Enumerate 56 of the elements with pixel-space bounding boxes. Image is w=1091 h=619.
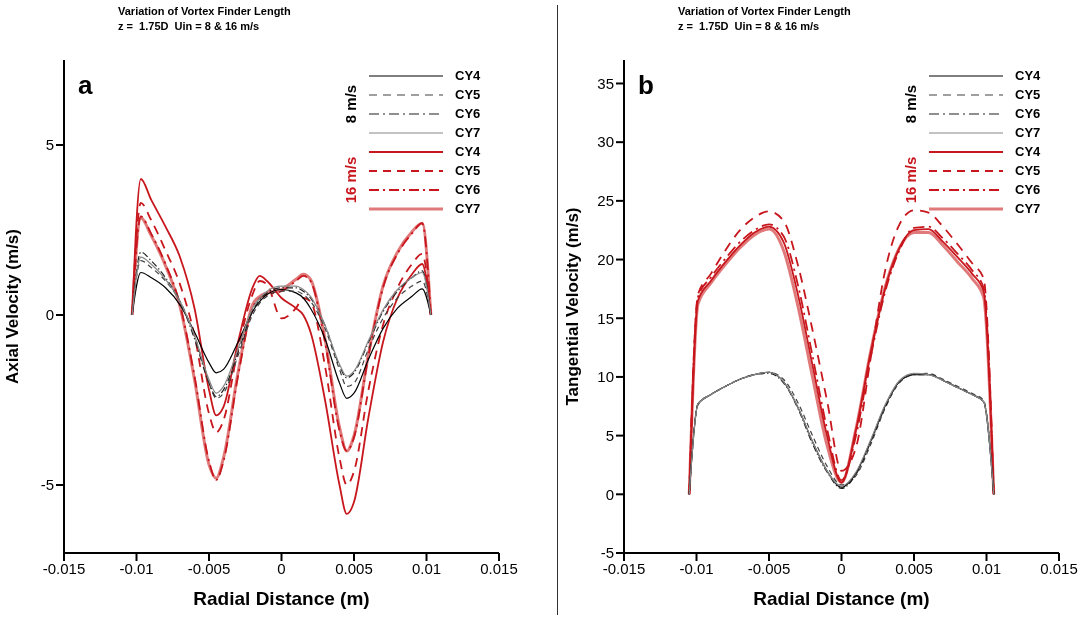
x-tick-label: -0.005 <box>187 559 231 577</box>
x-tick-label: 0.01 <box>971 559 1002 577</box>
x-tick-label: 0 <box>837 559 846 577</box>
annotation: 16 m/s <box>341 156 359 204</box>
annotation: 8 m/s <box>341 84 359 124</box>
x-tick-label: 0.01 <box>411 559 442 577</box>
chart-subtitle: z = 1.75D Uin = 8 & 16 m/s <box>118 19 261 34</box>
y-tick-label: 20 <box>597 250 614 268</box>
text: CY6 <box>1015 106 1041 121</box>
text: CY5 <box>1015 163 1041 178</box>
x-tick-label: 0.005 <box>895 559 933 577</box>
y-tick-label: 10 <box>597 368 614 386</box>
text: CY4 <box>455 144 481 159</box>
text: CY6 <box>455 106 481 121</box>
x-tick-label: 0 <box>277 559 286 577</box>
y-tick-label: 0 <box>45 306 54 324</box>
annotation: 16 m/s <box>901 156 919 204</box>
text: CY6 <box>455 182 481 197</box>
text: CY6 <box>1015 182 1041 197</box>
text: CY7 <box>455 125 481 140</box>
text: CY5 <box>455 87 481 102</box>
text: CY4 <box>1015 68 1041 83</box>
x-tick-label: 0.005 <box>335 559 373 577</box>
x-tick-label: -0.01 <box>119 559 154 577</box>
text: CY5 <box>455 163 481 178</box>
y-tick-label: 30 <box>597 133 614 151</box>
x-tick-label: -0.015 <box>42 559 86 577</box>
y-axis-title: Tangential Velocity (m/s) <box>563 207 583 406</box>
annotation: b <box>638 70 654 101</box>
chart-title: Variation of Vortex Finder Length <box>678 4 851 19</box>
y-tick-label: 0 <box>605 485 614 503</box>
y-tick-label: 5 <box>605 426 614 444</box>
text: CY7 <box>1015 125 1041 140</box>
y-axis-title: Axial Velocity (m/s) <box>3 229 23 384</box>
x-axis-title: Radial Distance (m) <box>753 588 930 609</box>
chart-title: Variation of Vortex Finder Length <box>118 4 291 19</box>
y-tick-label: -5 <box>600 544 614 562</box>
x-axis-title: Radial Distance (m) <box>193 588 370 609</box>
x-tick-label: -0.015 <box>602 559 646 577</box>
y-tick-label: 5 <box>45 136 54 154</box>
annotation: a <box>78 70 93 101</box>
y-tick-label: -5 <box>40 476 54 494</box>
y-tick-label: 35 <box>597 74 614 92</box>
text: CY4 <box>455 68 481 83</box>
x-tick-label: -0.005 <box>747 559 791 577</box>
y-tick-label: 25 <box>597 192 614 210</box>
chart-subtitle: z = 1.75D Uin = 8 & 16 m/s <box>678 19 821 34</box>
annotation: 8 m/s <box>901 84 919 124</box>
text: CY4 <box>1015 144 1041 159</box>
text: CY5 <box>1015 87 1041 102</box>
text: CY7 <box>1015 201 1041 216</box>
x-tick-label: -0.01 <box>679 559 714 577</box>
text: CY7 <box>455 201 481 216</box>
x-tick-label: 0.015 <box>1040 559 1078 577</box>
y-tick-label: 15 <box>597 309 614 327</box>
x-tick-label: 0.015 <box>480 559 518 577</box>
